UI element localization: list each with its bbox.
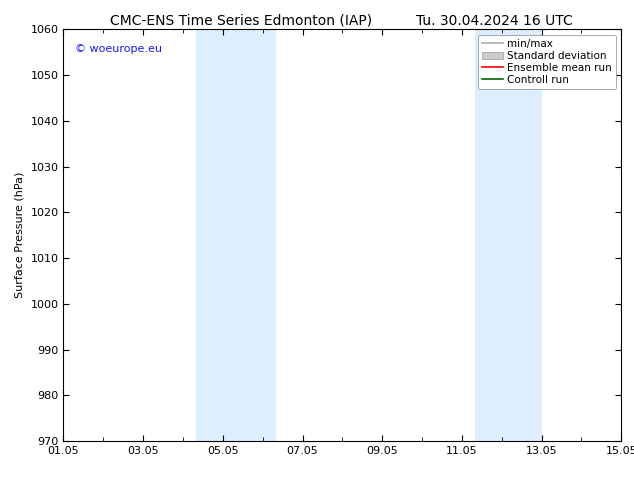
Text: © woeurope.eu: © woeurope.eu (75, 44, 162, 54)
Text: Tu. 30.04.2024 16 UTC: Tu. 30.04.2024 16 UTC (416, 14, 573, 28)
Bar (223, 29, 276, 441)
Legend: min/max, Standard deviation, Ensemble mean run, Controll run: min/max, Standard deviation, Ensemble me… (478, 35, 616, 89)
Bar (475, 29, 501, 441)
Bar (196, 29, 223, 441)
Text: CMC-ENS Time Series Edmonton (IAP): CMC-ENS Time Series Edmonton (IAP) (110, 14, 372, 28)
Bar (501, 29, 541, 441)
Y-axis label: Surface Pressure (hPa): Surface Pressure (hPa) (15, 172, 25, 298)
